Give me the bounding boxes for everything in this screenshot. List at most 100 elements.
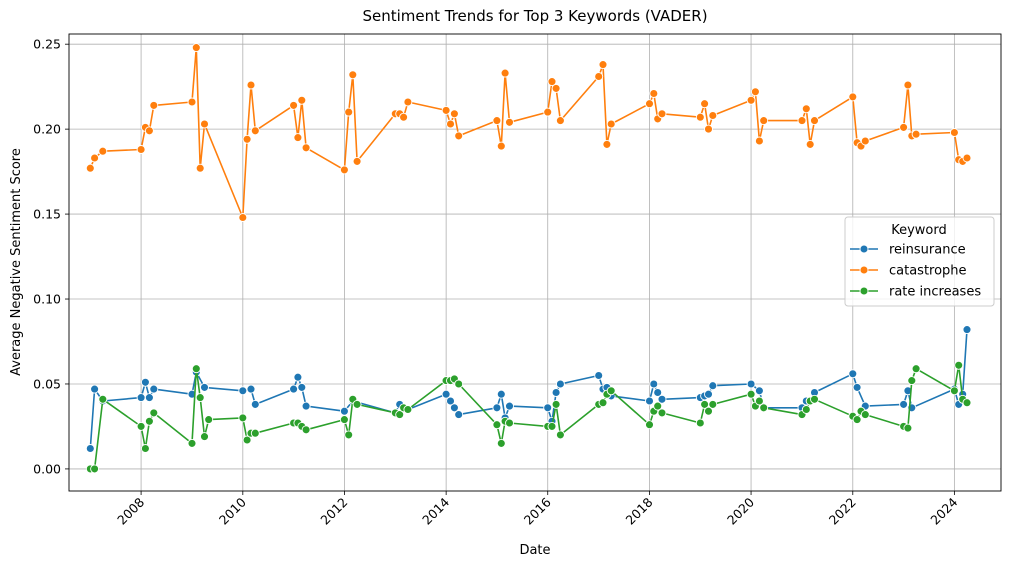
data-point-rate-increases [204,415,214,425]
data-point-reinsurance [899,399,909,409]
data-point-reinsurance [962,325,972,335]
legend-box [844,216,995,307]
data-point-rate-increases [746,389,756,399]
data-point-catastrophe [704,124,713,134]
data-point-rate-increases [187,438,197,448]
data-point-rate-increases [191,364,201,374]
data-point-reinsurance [238,386,248,396]
data-point-reinsurance [555,379,565,389]
legend-marker [859,244,869,254]
data-point-catastrophe [191,43,201,53]
data-point-catastrophe [449,109,459,119]
data-point-reinsurance [594,371,604,380]
data-point-catastrophe [454,131,464,141]
data-point-rate-increases [339,415,349,425]
data-point-rate-increases [911,364,921,374]
data-point-rate-increases [136,421,146,431]
legend-entry-reinsurance: reinsurance [850,243,966,258]
data-point-catastrophe [441,105,451,115]
data-point-catastrophe [810,116,819,126]
data-point-rate-increases [695,418,705,428]
legend-marker [859,286,869,296]
data-point-catastrophe [903,80,913,90]
legend-title: Keyword [891,223,947,238]
data-point-rate-increases [144,416,154,426]
data-point-catastrophe [293,133,303,143]
grid [69,34,1001,491]
data-point-rate-increases [653,401,663,411]
data-point-reinsurance [301,401,311,411]
data-point-catastrophe [136,145,146,154]
data-point-rate-increases [759,403,769,413]
data-point-catastrophe [496,141,506,151]
data-point-reinsurance [250,399,260,409]
data-point-rate-increases [754,396,764,406]
series-layer [85,43,972,474]
data-point-rate-increases [606,386,616,396]
data-point-rate-increases [149,408,159,418]
data-point-reinsurance [200,382,209,392]
data-point-rate-increases [505,418,514,428]
y-axis: 0.00 0.05 0.10 0.15 0.20 0.25 [33,37,69,476]
data-point-catastrophe [700,99,710,109]
data-point-rate-increases [555,430,565,440]
data-point-catastrophe [594,72,604,81]
data-point-rate-increases [598,398,608,408]
data-point-rate-increases [962,398,972,408]
data-point-rate-increases [195,393,205,403]
data-point-catastrophe [90,153,100,163]
data-point-catastrophe [754,136,764,146]
data-point-catastrophe [195,163,205,173]
legend-entries: reinsurance catastrophe rate increases [850,243,981,300]
data-point-catastrophe [242,134,252,144]
y-tick-label: 0.15 [33,207,61,222]
data-point-catastrophe [492,116,502,126]
data-point-reinsurance [339,406,349,416]
data-point-rate-increases [250,428,260,438]
data-point-catastrophe [446,119,455,129]
data-point-catastrophe [759,116,769,126]
legend: Keyword reinsurance catastrophe rate incre… [844,216,995,307]
y-tick-label: 0.00 [33,461,61,476]
data-point-rate-increases [907,376,917,386]
data-point-catastrophe [746,95,756,105]
data-point-rate-increases [704,406,713,416]
data-point-catastrophe [899,122,909,132]
data-point-rate-increases [949,386,959,396]
data-point-reinsurance [649,379,659,389]
data-point-catastrophe [297,95,307,105]
data-point-catastrophe [547,77,557,87]
data-point-catastrophe [708,111,718,120]
data-point-catastrophe [797,116,807,126]
data-point-catastrophe [352,156,362,166]
data-point-catastrophe [657,109,667,119]
data-point-rate-increases [344,430,354,440]
data-point-catastrophe [238,213,248,222]
data-point-catastrophe [555,116,565,126]
data-point-catastrophe [344,107,354,117]
data-point-catastrophe [606,119,616,129]
chart-title: Sentiment Trends for Top 3 Keywords (VAD… [362,7,707,25]
legend-marker [859,265,869,275]
legend-label: catastrophe [889,264,967,279]
data-point-rate-increases [645,420,654,430]
data-point-catastrophe [187,97,197,107]
data-point-reinsurance [492,403,502,413]
data-point-rate-increases [301,425,311,435]
data-point-reinsurance [90,384,100,394]
data-point-reinsurance [505,401,514,411]
data-point-reinsurance [657,394,667,404]
data-point-catastrophe [750,87,760,97]
data-point-catastrophe [85,163,95,173]
data-point-reinsurance [140,377,150,387]
data-point-catastrophe [403,97,413,107]
data-point-rate-increases [954,360,964,370]
data-point-rate-increases [801,405,811,414]
data-point-catastrophe [250,126,260,136]
data-point-catastrophe [645,99,654,109]
data-point-catastrophe [911,129,921,139]
data-point-reinsurance [446,396,455,406]
legend-label: reinsurance [889,243,966,258]
